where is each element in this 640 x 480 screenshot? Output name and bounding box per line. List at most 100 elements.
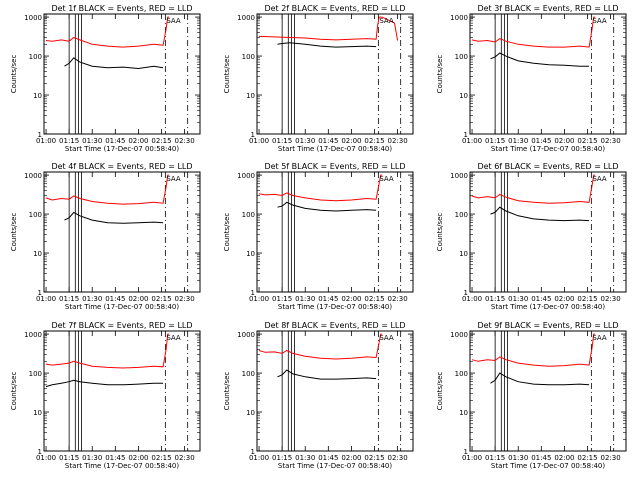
x-tick-label: 02:15 xyxy=(364,454,384,462)
y-tick-label: 1 xyxy=(251,289,255,297)
x-tick-label: 02:15 xyxy=(364,137,384,145)
chart-title: Det 1f BLACK = Events, RED = LLD xyxy=(51,4,192,13)
y-tick-label: 1000 xyxy=(24,172,42,180)
x-tick-label: 01:30 xyxy=(295,137,315,145)
x-tick-label: 02:00 xyxy=(128,295,148,303)
chart-title: Det 6f BLACK = Events, RED = LLD xyxy=(477,162,618,171)
plot-frame xyxy=(256,171,414,293)
y-tick-label: 10 xyxy=(33,92,42,100)
chart-title: Det 8f BLACK = Events, RED = LLD xyxy=(264,321,405,330)
chart-title: Det 3f BLACK = Events, RED = LLD xyxy=(477,4,618,13)
x-axis-label: Start Time (17-Dec-07 00:58:40) xyxy=(65,462,179,470)
y-tick-label: 100 xyxy=(242,370,255,378)
x-tick-label: 01:00 xyxy=(36,137,56,145)
x-tick-label: 02:30 xyxy=(601,454,621,462)
x-axis-label: Start Time (17-Dec-07 00:58:40) xyxy=(491,303,605,311)
x-tick-label: 02:15 xyxy=(364,295,384,303)
x-tick-label: 02:00 xyxy=(554,295,574,303)
chart-panel-1: Det 1f BLACK = Events, RED = LLD 1 10 100 10… xyxy=(10,4,201,153)
y-tick-label: 1 xyxy=(38,448,42,456)
x-tick-label: 01:45 xyxy=(105,295,125,303)
chart-panel-2: Det 2f BLACK = Events, RED = LLD 1 10 100 10… xyxy=(223,4,414,153)
x-tick-label: 02:30 xyxy=(388,295,408,303)
y-axis-label: Counts/sec xyxy=(223,213,231,252)
series-line-lld xyxy=(258,174,383,202)
x-tick-label: 01:45 xyxy=(318,137,338,145)
chart-title: Det 4f BLACK = Events, RED = LLD xyxy=(51,162,192,171)
chart-panel-6: Det 6f BLACK = Events, RED = LLD 1 10 100 10… xyxy=(436,162,627,311)
x-tick-label: 01:00 xyxy=(462,137,482,145)
series-line-events xyxy=(45,379,164,388)
x-tick-label: 01:00 xyxy=(36,454,56,462)
plot-frame xyxy=(256,330,414,452)
x-tick-label: 01:00 xyxy=(249,295,269,303)
y-tick-label: 100 xyxy=(242,211,255,219)
saa-label: SAA xyxy=(592,175,607,183)
series-line-events xyxy=(277,201,377,212)
x-tick-label: 01:45 xyxy=(318,295,338,303)
plot-frame xyxy=(256,13,414,135)
saa-label: SAA xyxy=(379,334,394,342)
x-axis-label: Start Time (17-Dec-07 00:58:40) xyxy=(278,462,392,470)
x-tick-label: 02:30 xyxy=(388,454,408,462)
x-tick-label: 01:30 xyxy=(508,295,528,303)
y-tick-label: 1000 xyxy=(450,172,468,180)
x-tick-label: 02:00 xyxy=(128,137,148,145)
y-tick-label: 1 xyxy=(464,289,468,297)
x-tick-label: 02:00 xyxy=(341,454,361,462)
chart-panel-5: Det 5f BLACK = Events, RED = LLD 1 10 100 10… xyxy=(223,162,414,311)
series-line-lld xyxy=(471,174,596,204)
y-axis-label: Counts/sec xyxy=(436,372,444,411)
plot-frame xyxy=(469,171,627,293)
y-tick-label: 1000 xyxy=(237,331,255,339)
y-tick-label: 100 xyxy=(455,53,468,61)
series-line-lld xyxy=(258,333,383,360)
plot-frame xyxy=(43,13,201,135)
y-tick-label: 1 xyxy=(38,131,42,139)
y-tick-label: 100 xyxy=(455,211,468,219)
chart-panel-3: Det 3f BLACK = Events, RED = LLD 1 10 100 10… xyxy=(436,4,627,153)
x-tick-label: 02:30 xyxy=(388,137,408,145)
series-line-events xyxy=(277,369,377,380)
y-tick-label: 10 xyxy=(459,92,468,100)
chart-panel-7: Det 7f BLACK = Events, RED = LLD 1 10 100 10… xyxy=(10,321,201,470)
x-tick-label: 01:30 xyxy=(82,137,102,145)
y-tick-label: 1 xyxy=(464,131,468,139)
y-axis-label: Counts/sec xyxy=(10,55,18,94)
chart-title: Det 5f BLACK = Events, RED = LLD xyxy=(264,162,405,171)
y-tick-label: 1000 xyxy=(450,331,468,339)
chart-panel-4: Det 4f BLACK = Events, RED = LLD 1 10 100 10… xyxy=(10,162,201,311)
x-tick-label: 01:30 xyxy=(508,454,528,462)
series-line-lld xyxy=(45,333,170,369)
y-tick-label: 100 xyxy=(455,370,468,378)
x-tick-label: 01:30 xyxy=(82,454,102,462)
saa-label: SAA xyxy=(379,175,394,183)
plot-frame xyxy=(469,330,627,452)
x-tick-label: 01:45 xyxy=(318,454,338,462)
saa-label: SAA xyxy=(166,175,181,183)
y-tick-label: 10 xyxy=(246,250,255,258)
x-tick-label: 01:30 xyxy=(295,454,315,462)
y-axis-label: Counts/sec xyxy=(436,213,444,252)
y-tick-label: 100 xyxy=(242,53,255,61)
series-line-events xyxy=(64,211,164,224)
x-tick-label: 02:00 xyxy=(341,295,361,303)
x-tick-label: 02:15 xyxy=(151,137,171,145)
chart-panel-9: Det 9f BLACK = Events, RED = LLD 1 10 100 10… xyxy=(436,321,627,470)
y-tick-label: 10 xyxy=(33,250,42,258)
x-tick-label: 02:30 xyxy=(601,295,621,303)
plot-frame xyxy=(43,330,201,452)
series-line-events xyxy=(277,42,377,48)
x-tick-label: 01:45 xyxy=(105,137,125,145)
x-tick-label: 01:15 xyxy=(59,137,79,145)
y-tick-label: 100 xyxy=(29,53,42,61)
series-line-events xyxy=(490,372,590,386)
x-axis-label: Start Time (17-Dec-07 00:58:40) xyxy=(491,145,605,153)
y-tick-label: 10 xyxy=(459,409,468,417)
saa-label: SAA xyxy=(166,334,181,342)
x-tick-label: 01:15 xyxy=(272,137,292,145)
x-tick-label: 01:00 xyxy=(462,454,482,462)
saa-label: SAA xyxy=(592,17,607,25)
plot-frame xyxy=(43,171,201,293)
